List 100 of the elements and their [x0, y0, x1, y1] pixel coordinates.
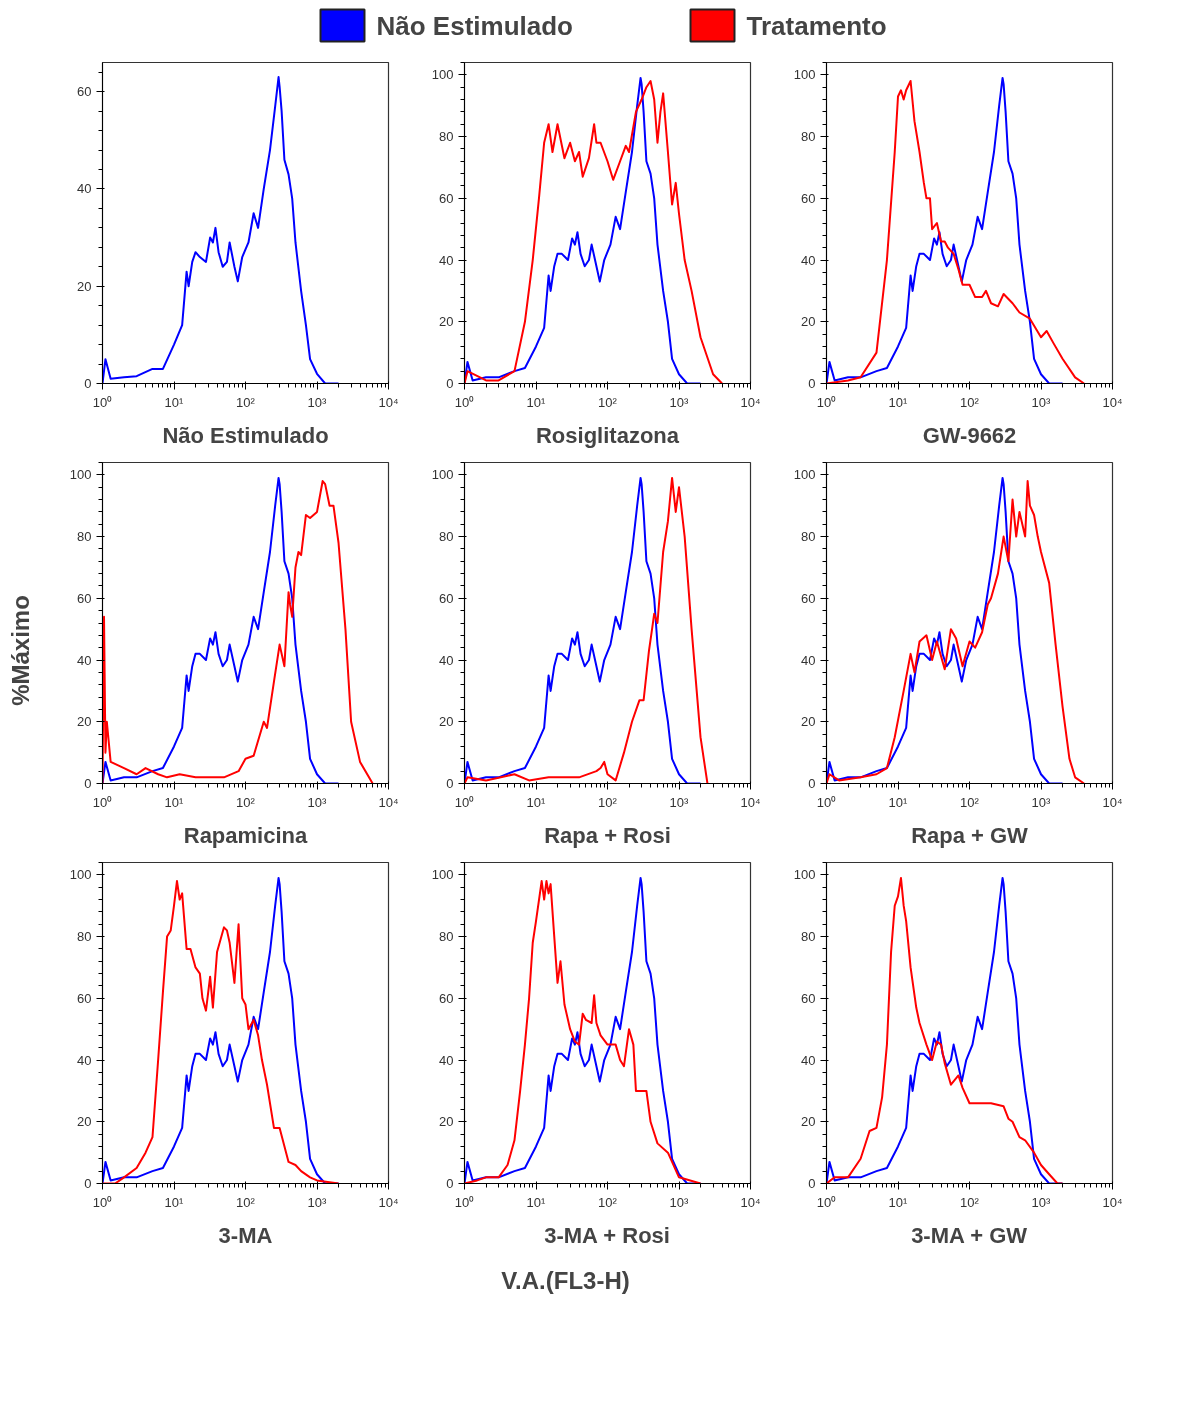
y-axis-title: %Máximo	[7, 595, 34, 706]
y-tick-label: 0	[84, 1176, 92, 1191]
y-tick-label: 20	[77, 1114, 92, 1130]
x-tick-label: 10¹	[888, 794, 909, 810]
x-tick-label: 10⁰	[454, 394, 475, 410]
x-tick-label: 10¹	[888, 394, 909, 410]
y-tick-label: 80	[439, 129, 454, 145]
x-tick-label: 10²	[960, 394, 980, 410]
x-tick-label: 10⁰	[816, 794, 837, 810]
x-tick-label: 10⁰	[92, 794, 113, 810]
y-tick-label: 40	[439, 652, 454, 668]
x-tick-label: 10²	[598, 1194, 618, 1210]
x-tick-label: 10⁴	[740, 794, 761, 810]
y-tick-label: 20	[801, 314, 816, 330]
y-tick-label: 60	[439, 990, 454, 1006]
y-tick-label: 80	[801, 929, 816, 945]
x-tick-label: 10⁰	[454, 1194, 475, 1210]
x-tick-label: 10¹	[164, 1194, 185, 1210]
x-tick-label: 10¹	[164, 394, 185, 410]
y-tick-label: 100	[431, 67, 454, 83]
y-tick-label: 100	[793, 867, 816, 883]
x-axis-title: Rapa + GW	[911, 822, 1029, 848]
y-tick-label: 20	[439, 1114, 454, 1130]
x-tick-label: 10⁰	[92, 394, 113, 410]
y-tick-label: 40	[439, 1052, 454, 1068]
x-tick-label: 10³	[307, 1194, 328, 1210]
x-tick-label: 10²	[236, 1194, 256, 1210]
x-axis-title: 3-MA + Rosi	[544, 1222, 670, 1248]
x-tick-label: 10³	[669, 1194, 690, 1210]
y-tick-label: 20	[439, 314, 454, 330]
x-tick-label: 10²	[236, 794, 256, 810]
y-tick-label: 80	[801, 529, 816, 545]
y-tick-label: 80	[77, 529, 92, 545]
y-tick-label: 0	[446, 776, 454, 791]
y-tick-label: 100	[793, 67, 816, 83]
x-tick-label: 10⁴	[740, 1194, 761, 1210]
x-tick-label: 10²	[960, 794, 980, 810]
y-tick-label: 40	[77, 652, 92, 668]
x-tick-label: 10³	[307, 794, 328, 810]
y-tick-label: 100	[69, 467, 92, 483]
x-axis-title: Rosiglitazona	[535, 422, 680, 448]
x-tick-label: 10⁴	[740, 394, 761, 410]
x-axis-title: Rapa + Rosi	[544, 822, 671, 848]
y-tick-label: 60	[801, 190, 816, 206]
x-tick-label: 10²	[236, 394, 256, 410]
y-tick-label: 40	[77, 1052, 92, 1068]
x-tick-label: 10⁰	[454, 794, 475, 810]
y-tick-label: 60	[801, 990, 816, 1006]
y-tick-label: 80	[77, 929, 92, 945]
x-tick-label: 10²	[598, 794, 618, 810]
y-tick-label: 60	[439, 590, 454, 606]
y-tick-label: 100	[431, 867, 454, 883]
x-tick-label: 10⁴	[1102, 794, 1123, 810]
x-tick-label: 10²	[960, 1194, 980, 1210]
y-tick-label: 60	[77, 590, 92, 606]
x-tick-label: 10⁰	[816, 394, 837, 410]
y-tick-label: 40	[77, 181, 92, 197]
y-tick-label: 80	[439, 929, 454, 945]
y-tick-label: 80	[439, 529, 454, 545]
y-tick-label: 20	[77, 714, 92, 730]
y-tick-label: 20	[801, 1114, 816, 1130]
y-tick-label: 0	[808, 376, 816, 391]
x-tick-label: 10¹	[526, 1194, 547, 1210]
x-axis-title: Rapamicina	[183, 822, 309, 848]
y-tick-label: 100	[69, 867, 92, 883]
y-tick-label: 20	[439, 714, 454, 730]
x-tick-label: 10³	[1031, 1194, 1052, 1210]
y-tick-label: 40	[801, 252, 816, 268]
y-tick-label: 0	[84, 776, 92, 791]
x-axis-title: 3-MA + GW	[911, 1222, 1028, 1248]
y-tick-label: 0	[84, 376, 92, 391]
x-axis-title: 3-MA	[218, 1222, 273, 1248]
y-tick-label: 0	[808, 776, 816, 791]
y-tick-label: 0	[446, 1176, 454, 1191]
y-tick-label: 60	[801, 590, 816, 606]
y-tick-label: 20	[77, 278, 92, 294]
x-tick-label: 10³	[1031, 394, 1052, 410]
x-tick-label: 10⁴	[1102, 1194, 1123, 1210]
x-tick-label: 10¹	[888, 1194, 909, 1210]
y-tick-label: 20	[801, 714, 816, 730]
x-tick-label: 10²	[598, 394, 618, 410]
y-tick-label: 60	[439, 190, 454, 206]
x-tick-label: 10³	[307, 394, 328, 410]
text: V.A.(FL3-H)	[501, 1267, 630, 1294]
legend-label: Não Estimulado	[376, 10, 573, 41]
y-tick-label: 100	[793, 467, 816, 483]
x-tick-label: 10⁴	[378, 1194, 399, 1210]
x-tick-label: 10⁴	[378, 794, 399, 810]
x-axis-title: Não Estimulado	[162, 422, 329, 448]
x-tick-label: 10⁴	[378, 394, 399, 410]
y-tick-label: 60	[77, 990, 92, 1006]
y-tick-label: 40	[801, 652, 816, 668]
y-tick-label: 60	[77, 84, 92, 100]
x-axis-title: GW-9662	[922, 422, 1017, 448]
y-tick-label: 40	[439, 252, 454, 268]
y-tick-label: 40	[801, 1052, 816, 1068]
x-tick-label: 10⁰	[816, 1194, 837, 1210]
legend-label: Tratamento	[746, 10, 887, 41]
x-tick-label: 10³	[669, 394, 690, 410]
x-tick-label: 10¹	[526, 794, 547, 810]
